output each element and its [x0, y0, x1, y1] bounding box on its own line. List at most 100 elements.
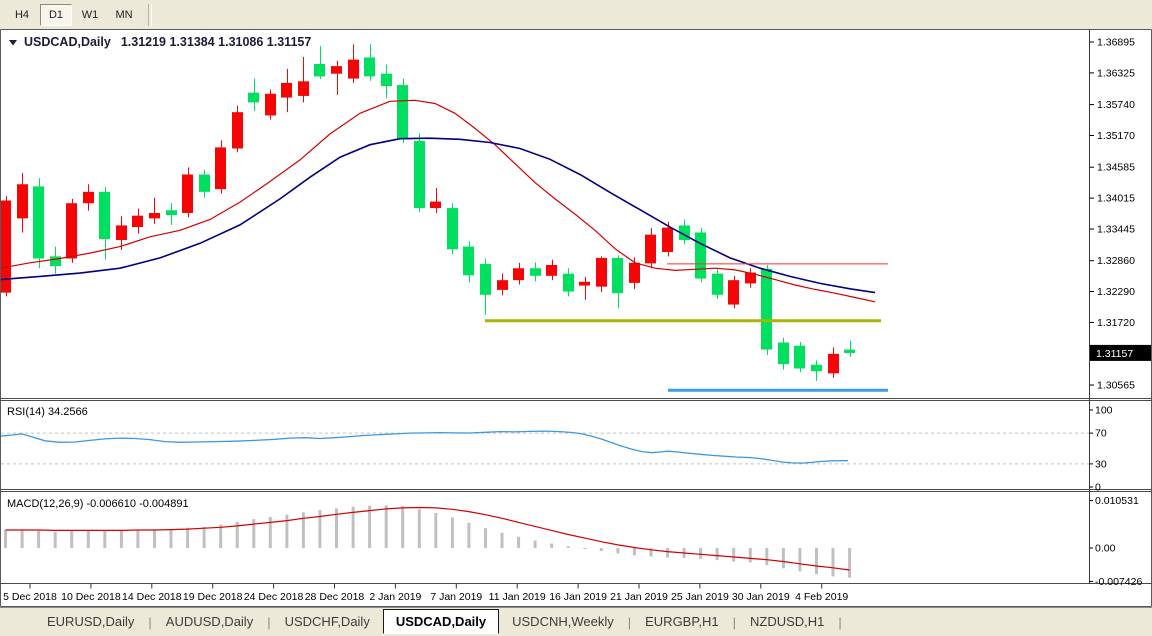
price-tick-label: 1.34015: [1097, 193, 1135, 205]
macd-bar: [119, 530, 123, 548]
tab-separator: |: [838, 614, 842, 630]
candle-bull: [215, 147, 226, 190]
date-tick-label: 19 Dec 2018: [183, 591, 243, 603]
candle-bear: [364, 57, 375, 77]
rsi-axis-label: 30: [1095, 458, 1107, 470]
tab-nzdusd-h1[interactable]: NZDUSD,H1: [749, 614, 825, 629]
price-axis[interactable]: 1.36895 1.36325 1.35740 1.35170 1.34585 1.340…: [1089, 37, 1136, 392]
macd-bar: [848, 548, 852, 578]
ma-slow-line: [0, 137, 876, 294]
candle-bear: [33, 186, 44, 259]
candle-bear: [381, 73, 392, 87]
candle-bear: [612, 257, 623, 294]
macd-bar: [70, 530, 74, 548]
candle-bull: [579, 281, 590, 286]
candle-bear: [761, 268, 772, 350]
timeframe-button-d1[interactable]: D1: [40, 3, 72, 26]
tab-audusd-daily[interactable]: AUDUSD,Daily: [165, 614, 254, 629]
candle-bear: [794, 345, 805, 369]
price-tick-label: 1.33445: [1097, 224, 1135, 236]
candle-bear: [463, 246, 474, 276]
macd-bar: [153, 529, 156, 548]
price-tick-label: 1.36325: [1097, 67, 1135, 79]
candle-bull: [182, 174, 193, 213]
price-tick-label: 1.32290: [1097, 286, 1135, 298]
timeframe-button-h4[interactable]: H4: [14, 8, 30, 21]
date-tick-label: 28 Dec 2018: [305, 591, 365, 603]
candle-bear: [712, 273, 723, 295]
tab-usdchf-daily[interactable]: USDCHF,Daily: [284, 614, 370, 629]
macd-bar: [484, 528, 487, 548]
chart-canvas[interactable]: USDCAD,Daily 1.31219 1.31384 1.31086 1.31…: [0, 29, 1152, 607]
macd-axis-label: 0.010531: [1095, 495, 1139, 507]
tab-usdcnh-weekly[interactable]: USDCNH,Weekly: [512, 614, 614, 629]
candle-bull: [728, 280, 739, 305]
candle-bull: [281, 82, 292, 98]
candle-bull: [546, 264, 557, 276]
macd-bar: [235, 521, 239, 548]
macd-bar: [252, 519, 256, 548]
tab-eurgbp-h1[interactable]: EURGBP,H1: [645, 614, 719, 629]
candle-bear: [447, 208, 458, 250]
timeframe-button-mn[interactable]: MN: [115, 8, 133, 21]
chart-title-dropdown-icon[interactable]: [9, 40, 17, 46]
candle-bull: [331, 66, 342, 74]
axes-layer[interactable]: 1.36895 1.36325 1.35740 1.35170 1.34585 1.340…: [0, 29, 1152, 607]
macd-bar: [136, 530, 140, 548]
price-tick-label: 1.32860: [1097, 255, 1135, 267]
candle-bull: [298, 81, 309, 96]
candle-bear: [99, 191, 110, 239]
candle-bull: [17, 184, 28, 219]
candle-bear: [314, 63, 325, 77]
macd-bar: [500, 532, 504, 548]
macd-bar: [798, 548, 802, 572]
macd-bar: [550, 543, 554, 548]
macd-axis-label: -0.007426: [1095, 576, 1142, 588]
candle-bull: [513, 268, 524, 281]
main-price-panel[interactable]: [0, 43, 888, 392]
macd-bar: [450, 517, 454, 548]
rsi-label: RSI(14) 34.2566: [7, 406, 88, 418]
rsi-panel[interactable]: [0, 430, 1089, 465]
macd-panel[interactable]: [4, 505, 852, 578]
tab-usdcad-daily[interactable]: USDCAD,Daily: [382, 608, 500, 634]
candle-bull: [629, 262, 640, 283]
macd-bar: [599, 548, 603, 552]
candle-bull: [265, 93, 276, 116]
macd-bar: [318, 510, 322, 548]
macd-bar: [401, 506, 405, 548]
macd-bar: [417, 509, 421, 548]
macd-bar: [285, 514, 289, 548]
candle-bull: [116, 225, 127, 241]
macd-bar: [781, 548, 785, 569]
tab-separator: |: [627, 614, 632, 630]
macd-bar: [53, 531, 57, 548]
macd-signal-line: [5, 506, 850, 571]
macd-bar: [368, 505, 372, 548]
date-tick-label: 4 Feb 2019: [795, 591, 848, 603]
tab-eurusd-daily[interactable]: EURUSD,Daily: [47, 614, 135, 629]
macd-bar: [351, 506, 355, 548]
candle-bear: [50, 256, 61, 267]
price-tick-label: 1.30565: [1097, 380, 1135, 392]
date-tick-label: 14 Dec 2018: [122, 591, 182, 603]
candle-bear: [199, 174, 210, 192]
macd-bar: [335, 508, 338, 548]
candle-bull: [232, 112, 243, 149]
macd-bar: [37, 530, 41, 548]
date-tick-label: 7 Jan 2019: [430, 591, 482, 603]
tab-separator: |: [732, 614, 736, 630]
macd-bar: [434, 512, 438, 548]
macd-bar: [202, 526, 206, 548]
date-tick-label: 30 Jan 2019: [732, 591, 790, 603]
macd-bar: [732, 548, 736, 562]
macd-bar: [103, 530, 107, 548]
macd-bar: [301, 512, 305, 548]
date-axis[interactable]: 5 Dec 2018 10 Dec 2018 14 Dec 2018 19 Dec 2…: [3, 584, 848, 603]
macd-bar: [815, 548, 818, 575]
macd-bar: [169, 529, 173, 548]
candle-bull: [132, 215, 143, 228]
timeframe-button-w1[interactable]: W1: [81, 8, 99, 21]
price-tick-label: 1.35170: [1097, 130, 1135, 142]
chart-tabbar: EURUSD,Daily | AUDUSD,Daily | USDCHF,Dai…: [0, 607, 1152, 636]
